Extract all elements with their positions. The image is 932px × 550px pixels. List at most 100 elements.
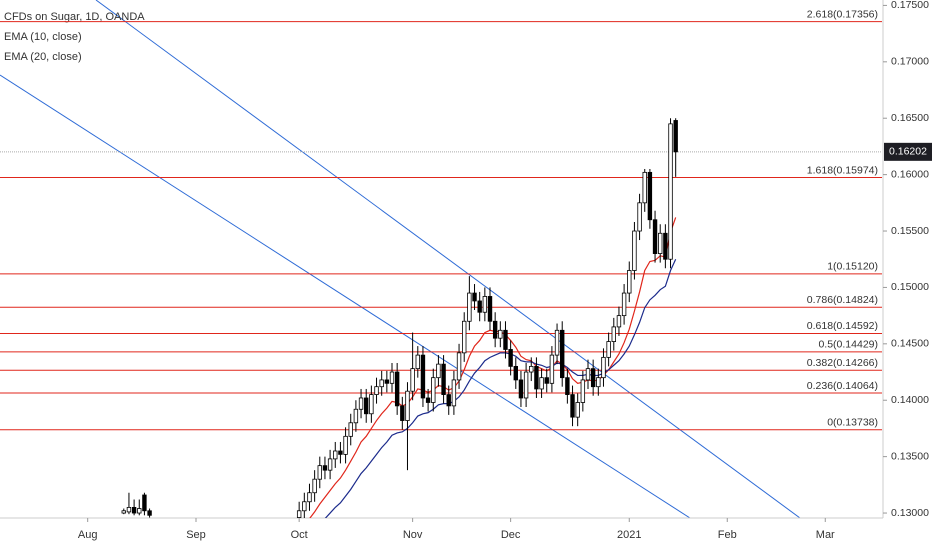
candle-body: [549, 354, 555, 384]
candle-body: [673, 120, 678, 153]
candle-body: [477, 300, 482, 313]
y-tick-label: 0.15500: [891, 225, 929, 237]
legend-entry: EMA (10, close): [4, 31, 82, 43]
candle-body: [616, 315, 622, 328]
candle-body: [652, 219, 658, 254]
candle-body: [333, 450, 338, 460]
x-tick-label: Dec: [501, 529, 521, 541]
last-price-box: [884, 142, 932, 161]
candle-body: [137, 508, 142, 514]
candle-body: [642, 171, 647, 204]
candle-body: [436, 363, 441, 379]
y-tick-label: 0.13500: [891, 450, 929, 462]
candle-body: [544, 377, 549, 384]
y-tick-label: 0.14000: [891, 394, 929, 406]
candle-body: [338, 450, 343, 455]
candle-body: [611, 326, 616, 342]
y-tick-label: 0.17000: [891, 56, 929, 68]
fib-label: 2.618(0.17356): [807, 8, 878, 20]
fib-label: 0.5(0.14429): [818, 339, 878, 351]
candle-body: [425, 397, 431, 403]
candle-body: [606, 341, 611, 358]
candle-body: [364, 397, 369, 415]
candle-body: [384, 379, 390, 384]
candle-body: [498, 329, 503, 339]
y-tick-label: 0.16500: [891, 112, 929, 124]
candle-body: [441, 363, 446, 395]
y-tick-label: 0.15000: [891, 281, 929, 293]
candle-body: [529, 365, 534, 373]
candle-body: [647, 171, 653, 221]
candle-body: [307, 492, 312, 503]
fib-label: 0.786(0.14824): [807, 294, 878, 306]
candle-body: [322, 465, 328, 471]
y-tick-label: 0.13000: [891, 507, 929, 519]
last-price-label: 0.16202: [889, 146, 927, 158]
x-tick-label: 2021: [617, 529, 641, 541]
legend-entry: EMA (20, close): [4, 51, 82, 63]
candle-body: [570, 394, 575, 418]
candle-body: [503, 329, 508, 350]
fib-label: 0.382(0.14266): [807, 357, 878, 369]
candle-body: [451, 379, 457, 407]
candle-body: [358, 397, 364, 410]
candle-body: [492, 320, 498, 339]
fib-label: 0.236(0.14064): [807, 380, 878, 392]
fib-label: 1(0.15120): [827, 261, 878, 273]
candle-body: [456, 352, 462, 381]
fib-label: 0(0.13738): [827, 417, 878, 429]
candle-body: [446, 394, 451, 407]
plot-area: [0, 21, 882, 518]
x-tick-label: Aug: [78, 529, 98, 541]
candle-body: [394, 371, 400, 407]
candle-body: [596, 377, 601, 388]
candle-body: [405, 390, 410, 421]
candle-body: [585, 368, 591, 381]
y-tick-label: 0.14500: [891, 338, 929, 350]
candle-body: [627, 270, 632, 294]
candle-body: [147, 510, 152, 516]
y-tick-label: 0.16000: [891, 168, 929, 180]
candle-body: [565, 377, 570, 395]
candle-body: [518, 379, 524, 399]
candle-body: [637, 202, 642, 232]
candle-body: [327, 458, 333, 471]
candle-body: [379, 379, 384, 388]
candle-body: [513, 365, 518, 381]
candle-body: [508, 349, 513, 367]
fib-label: 1.618(0.15974): [807, 164, 878, 176]
x-tick-label: Feb: [718, 529, 737, 541]
candle-body: [487, 296, 493, 322]
candle-body: [534, 365, 539, 390]
trendlines: [0, 0, 801, 518]
candle-body: [560, 329, 565, 379]
candle-body: [410, 368, 415, 392]
candle-body: [389, 371, 395, 384]
y-tick-label: 0.17500: [891, 0, 929, 11]
candle-body: [121, 510, 126, 514]
candle-body: [482, 296, 488, 313]
candle-body: [462, 320, 467, 354]
candle-body: [467, 292, 472, 322]
candle-body: [296, 510, 302, 518]
x-tick-label: Nov: [403, 529, 423, 541]
candle-body: [575, 402, 580, 418]
candle-body: [420, 354, 426, 399]
candle-body: [632, 230, 637, 271]
trendline: [0, 74, 691, 518]
chart-title: CFDs on Sugar, 1D, OANDA: [4, 11, 145, 23]
candle-body: [415, 354, 420, 370]
candle-body: [302, 501, 307, 512]
candle-body: [353, 408, 359, 424]
candle-body: [539, 377, 544, 390]
x-tick-label: Sep: [186, 529, 206, 541]
candle-body: [580, 379, 586, 403]
candle-body: [663, 232, 668, 260]
candle-body: [312, 478, 317, 494]
ema-line: [309, 217, 677, 518]
candle-body: [317, 465, 322, 480]
candle-body: [348, 422, 353, 437]
